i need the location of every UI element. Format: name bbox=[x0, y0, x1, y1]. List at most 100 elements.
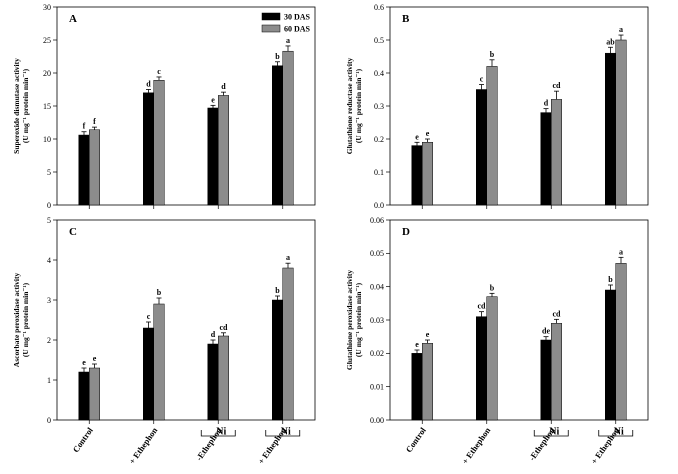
y-tick-label: 0.3 bbox=[374, 102, 384, 111]
legend-label: 30 DAS bbox=[284, 13, 311, 22]
significance-label: b bbox=[275, 52, 280, 61]
significance-label: ab bbox=[606, 37, 615, 46]
chart-panel-d: 0.00 0.01 0.02 0.03 0.04 0.05 0.06 Glutathione … bbox=[345, 216, 649, 466]
significance-label: b bbox=[490, 50, 495, 59]
significance-label: a bbox=[619, 25, 623, 34]
significance-label: e bbox=[415, 132, 419, 141]
y-axis-unit: (U mg⁻¹ protein min⁻¹) bbox=[354, 282, 363, 357]
significance-label: b bbox=[490, 283, 495, 292]
bar-60-das bbox=[615, 39, 627, 206]
significance-label: f bbox=[83, 122, 86, 131]
y-axis-title: Glutathione peroxidase activity bbox=[345, 270, 354, 371]
bar-60-das bbox=[615, 263, 627, 421]
bar-30-das bbox=[78, 371, 90, 421]
bar-30-das bbox=[272, 299, 283, 421]
significance-label: e bbox=[426, 330, 430, 339]
bar-60-das bbox=[218, 95, 229, 206]
significance-label: e bbox=[82, 358, 86, 367]
bar-60-das bbox=[282, 50, 294, 206]
bar-30-das bbox=[143, 327, 154, 421]
significance-label: d bbox=[221, 82, 226, 91]
bar-60-das bbox=[486, 66, 498, 206]
category-label: Control bbox=[404, 425, 429, 454]
significance-label: e bbox=[93, 354, 97, 363]
ni-bracket bbox=[533, 430, 569, 437]
bar-60-das bbox=[422, 142, 433, 206]
bar-30-das bbox=[207, 343, 219, 421]
bar-60-das bbox=[218, 335, 229, 421]
y-axis-title: Ascorbate peroxidase activity bbox=[12, 273, 21, 368]
y-tick-label: 5 bbox=[47, 168, 51, 177]
y-tick-label: 25 bbox=[43, 36, 51, 45]
significance-label: a bbox=[286, 253, 290, 262]
panel-letter: C bbox=[69, 226, 77, 238]
ni-bracket bbox=[265, 430, 301, 437]
legend-swatch bbox=[261, 12, 281, 21]
y-tick-label: 0 bbox=[47, 416, 51, 425]
y-tick-label: 0.06 bbox=[370, 216, 384, 225]
significance-label: e bbox=[211, 95, 215, 104]
y-axis-unit: (U mg⁻¹ protein min⁻¹) bbox=[21, 282, 30, 357]
significance-label: c bbox=[147, 312, 151, 321]
bar-30-das bbox=[143, 92, 154, 206]
panel-letter: A bbox=[69, 13, 77, 25]
bar-30-das bbox=[411, 353, 423, 421]
ni-group-label: Ni bbox=[614, 427, 624, 438]
bar-60-das bbox=[551, 99, 562, 206]
y-tick-label: 0.03 bbox=[370, 316, 384, 325]
bar-30-das bbox=[207, 107, 219, 206]
bar-30-das bbox=[411, 145, 423, 206]
y-tick-label: 0.4 bbox=[374, 69, 384, 78]
significance-label: cd bbox=[478, 302, 487, 311]
significance-label: f bbox=[93, 117, 96, 126]
y-tick-label: 0.05 bbox=[370, 249, 384, 258]
y-tick-label: 0.2 bbox=[374, 135, 384, 144]
y-tick-label: 10 bbox=[43, 135, 51, 144]
y-tick-label: 0.01 bbox=[370, 382, 384, 391]
significance-label: a bbox=[619, 247, 623, 256]
y-tick-label: 2 bbox=[47, 336, 51, 345]
significance-label: cd bbox=[553, 309, 562, 318]
significance-label: b bbox=[157, 288, 162, 297]
significance-label: a bbox=[286, 36, 290, 45]
significance-label: e bbox=[415, 340, 419, 349]
y-axis-title: Glutathione reductase activity bbox=[345, 57, 354, 154]
chart-panel-b: 0.0 0.1 0.2 0.3 0.4 0.5 0.6 Glutathione reducta… bbox=[345, 3, 649, 210]
category-label: Control bbox=[71, 425, 96, 454]
significance-label: c bbox=[157, 67, 161, 76]
significance-label: cd bbox=[220, 323, 229, 332]
y-axis-unit: (U mg⁻¹ protein min⁻¹) bbox=[21, 68, 30, 143]
significance-label: de bbox=[542, 327, 550, 336]
ni-group-label: Ni bbox=[549, 427, 559, 438]
y-tick-label: 4 bbox=[47, 256, 51, 265]
chart-panel-c: 0 1 2 3 4 5 Ascorbate peroxidase activity (U mg… bbox=[12, 216, 316, 466]
significance-label: c bbox=[480, 75, 484, 84]
bar-30-das bbox=[540, 112, 552, 206]
bar-30-das bbox=[272, 65, 283, 206]
bar-60-das bbox=[89, 129, 100, 206]
ni-bracket bbox=[200, 430, 236, 437]
bar-30-das bbox=[476, 316, 487, 421]
y-axis-title: Superoxide dismutase activity bbox=[12, 58, 21, 154]
bar-30-das bbox=[78, 134, 90, 206]
y-tick-label: 0.02 bbox=[370, 349, 384, 358]
y-tick-label: 15 bbox=[43, 102, 51, 111]
bar-60-das bbox=[486, 296, 498, 421]
y-tick-label: 0 bbox=[47, 201, 51, 210]
category-label: + Ethephon bbox=[127, 425, 160, 466]
y-tick-label: 0.0 bbox=[374, 201, 384, 210]
significance-label: d bbox=[146, 80, 151, 89]
bar-60-das bbox=[153, 303, 165, 421]
y-tick-label: 0.04 bbox=[370, 282, 384, 291]
significance-label: d bbox=[211, 330, 216, 339]
panel-letter: D bbox=[402, 226, 410, 238]
bar-60-das bbox=[89, 367, 100, 421]
chart-panel-a: 0 5 10 15 20 25 30 Superoxide dismutase activit… bbox=[12, 3, 316, 210]
significance-label: b bbox=[275, 286, 280, 295]
bar-60-das bbox=[422, 343, 433, 421]
bar-30-das bbox=[540, 339, 552, 421]
y-tick-label: 0.1 bbox=[374, 168, 384, 177]
y-tick-label: 5 bbox=[47, 216, 51, 225]
y-tick-label: 0.00 bbox=[370, 416, 384, 425]
